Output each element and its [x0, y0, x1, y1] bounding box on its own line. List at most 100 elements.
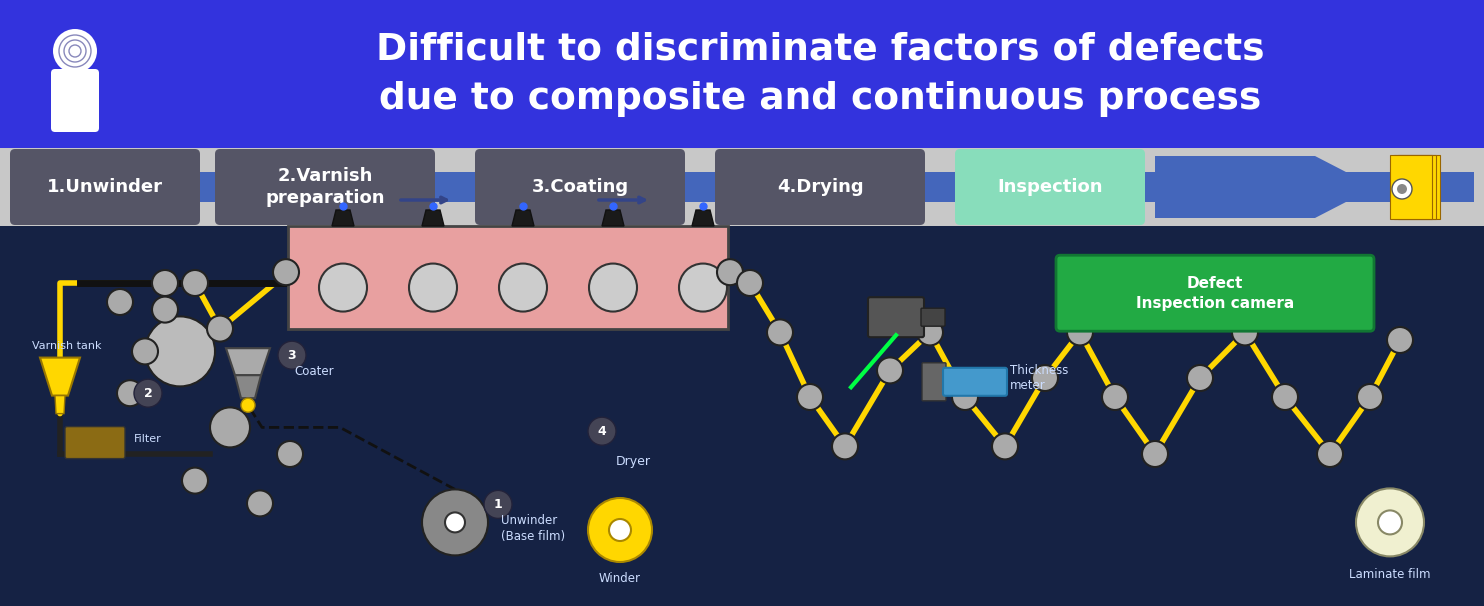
- FancyBboxPatch shape: [10, 172, 1474, 202]
- Circle shape: [1356, 384, 1383, 410]
- Circle shape: [917, 319, 942, 345]
- Text: Dryer: Dryer: [616, 455, 651, 468]
- Text: Winder: Winder: [600, 571, 641, 585]
- FancyBboxPatch shape: [868, 297, 925, 337]
- Text: Unwinder: Unwinder: [502, 514, 558, 527]
- Polygon shape: [421, 210, 444, 226]
- Circle shape: [797, 384, 824, 410]
- Circle shape: [589, 264, 637, 311]
- Text: Defect
Inspection camera: Defect Inspection camera: [1135, 276, 1294, 311]
- Polygon shape: [332, 210, 355, 226]
- Circle shape: [680, 264, 727, 311]
- Circle shape: [421, 490, 488, 556]
- Circle shape: [183, 270, 208, 296]
- Circle shape: [246, 490, 273, 516]
- Text: 3: 3: [288, 348, 297, 362]
- Circle shape: [151, 270, 178, 296]
- Polygon shape: [1391, 155, 1432, 219]
- Circle shape: [107, 289, 134, 315]
- Circle shape: [240, 398, 255, 412]
- FancyBboxPatch shape: [1057, 255, 1374, 331]
- Circle shape: [1392, 179, 1411, 199]
- Circle shape: [991, 433, 1018, 459]
- Text: Inspection: Inspection: [997, 178, 1103, 196]
- Text: Varnish tank: Varnish tank: [33, 341, 101, 351]
- Circle shape: [588, 417, 616, 445]
- Text: Coater: Coater: [294, 365, 334, 378]
- Circle shape: [1356, 488, 1425, 556]
- FancyBboxPatch shape: [475, 149, 686, 225]
- Polygon shape: [512, 210, 534, 226]
- FancyBboxPatch shape: [10, 149, 200, 225]
- Circle shape: [132, 338, 157, 364]
- Polygon shape: [1393, 155, 1437, 219]
- FancyBboxPatch shape: [288, 226, 729, 328]
- Circle shape: [319, 264, 367, 311]
- Circle shape: [1031, 365, 1058, 391]
- Polygon shape: [226, 348, 270, 375]
- Text: 1: 1: [494, 498, 503, 511]
- Polygon shape: [234, 375, 261, 398]
- Polygon shape: [55, 396, 65, 414]
- Circle shape: [1272, 384, 1298, 410]
- Text: 2.Varnish
preparation: 2.Varnish preparation: [266, 167, 384, 207]
- Circle shape: [278, 441, 303, 467]
- Circle shape: [877, 358, 902, 384]
- Circle shape: [484, 490, 512, 518]
- Circle shape: [1396, 184, 1407, 194]
- FancyBboxPatch shape: [956, 149, 1146, 225]
- Circle shape: [1103, 384, 1128, 410]
- Circle shape: [134, 379, 162, 407]
- Circle shape: [1388, 327, 1413, 353]
- FancyBboxPatch shape: [65, 427, 125, 459]
- Circle shape: [151, 296, 178, 322]
- Circle shape: [717, 259, 743, 285]
- FancyBboxPatch shape: [50, 69, 99, 132]
- FancyBboxPatch shape: [922, 363, 945, 401]
- FancyBboxPatch shape: [0, 0, 1484, 148]
- Circle shape: [445, 513, 464, 533]
- Text: Difficult to discriminate factors of defects
due to composite and continuous pro: Difficult to discriminate factors of def…: [375, 31, 1264, 117]
- Circle shape: [767, 319, 792, 345]
- Text: 2: 2: [144, 387, 153, 400]
- Polygon shape: [1398, 155, 1439, 219]
- Text: 1.Unwinder: 1.Unwinder: [47, 178, 163, 196]
- Text: (Base film): (Base film): [502, 530, 565, 543]
- Circle shape: [211, 407, 249, 447]
- Circle shape: [738, 270, 763, 296]
- Polygon shape: [603, 210, 623, 226]
- Text: 4: 4: [598, 425, 607, 438]
- FancyBboxPatch shape: [215, 149, 435, 225]
- Circle shape: [588, 498, 651, 562]
- Circle shape: [1379, 510, 1402, 534]
- FancyBboxPatch shape: [0, 148, 1484, 226]
- Text: Laminate film: Laminate film: [1349, 568, 1431, 581]
- Text: Thickness
meter: Thickness meter: [1011, 364, 1068, 392]
- Circle shape: [145, 316, 215, 387]
- Circle shape: [833, 433, 858, 459]
- Circle shape: [1232, 319, 1258, 345]
- Circle shape: [273, 259, 298, 285]
- Circle shape: [53, 29, 96, 73]
- Circle shape: [278, 341, 306, 369]
- Circle shape: [1143, 441, 1168, 467]
- Circle shape: [1316, 441, 1343, 467]
- Text: 3.Coating: 3.Coating: [531, 178, 629, 196]
- Circle shape: [953, 384, 978, 410]
- Circle shape: [410, 264, 457, 311]
- FancyBboxPatch shape: [0, 226, 1484, 606]
- Circle shape: [499, 264, 548, 311]
- FancyBboxPatch shape: [715, 149, 925, 225]
- Circle shape: [206, 316, 233, 342]
- Polygon shape: [40, 358, 80, 396]
- Text: Filter: Filter: [134, 434, 162, 444]
- Circle shape: [608, 519, 631, 541]
- Polygon shape: [1155, 156, 1376, 218]
- Circle shape: [1067, 319, 1094, 345]
- Text: 4.Drying: 4.Drying: [776, 178, 864, 196]
- Polygon shape: [692, 210, 714, 226]
- FancyBboxPatch shape: [942, 368, 1008, 396]
- Circle shape: [183, 468, 208, 494]
- FancyBboxPatch shape: [922, 308, 945, 326]
- Circle shape: [117, 380, 142, 406]
